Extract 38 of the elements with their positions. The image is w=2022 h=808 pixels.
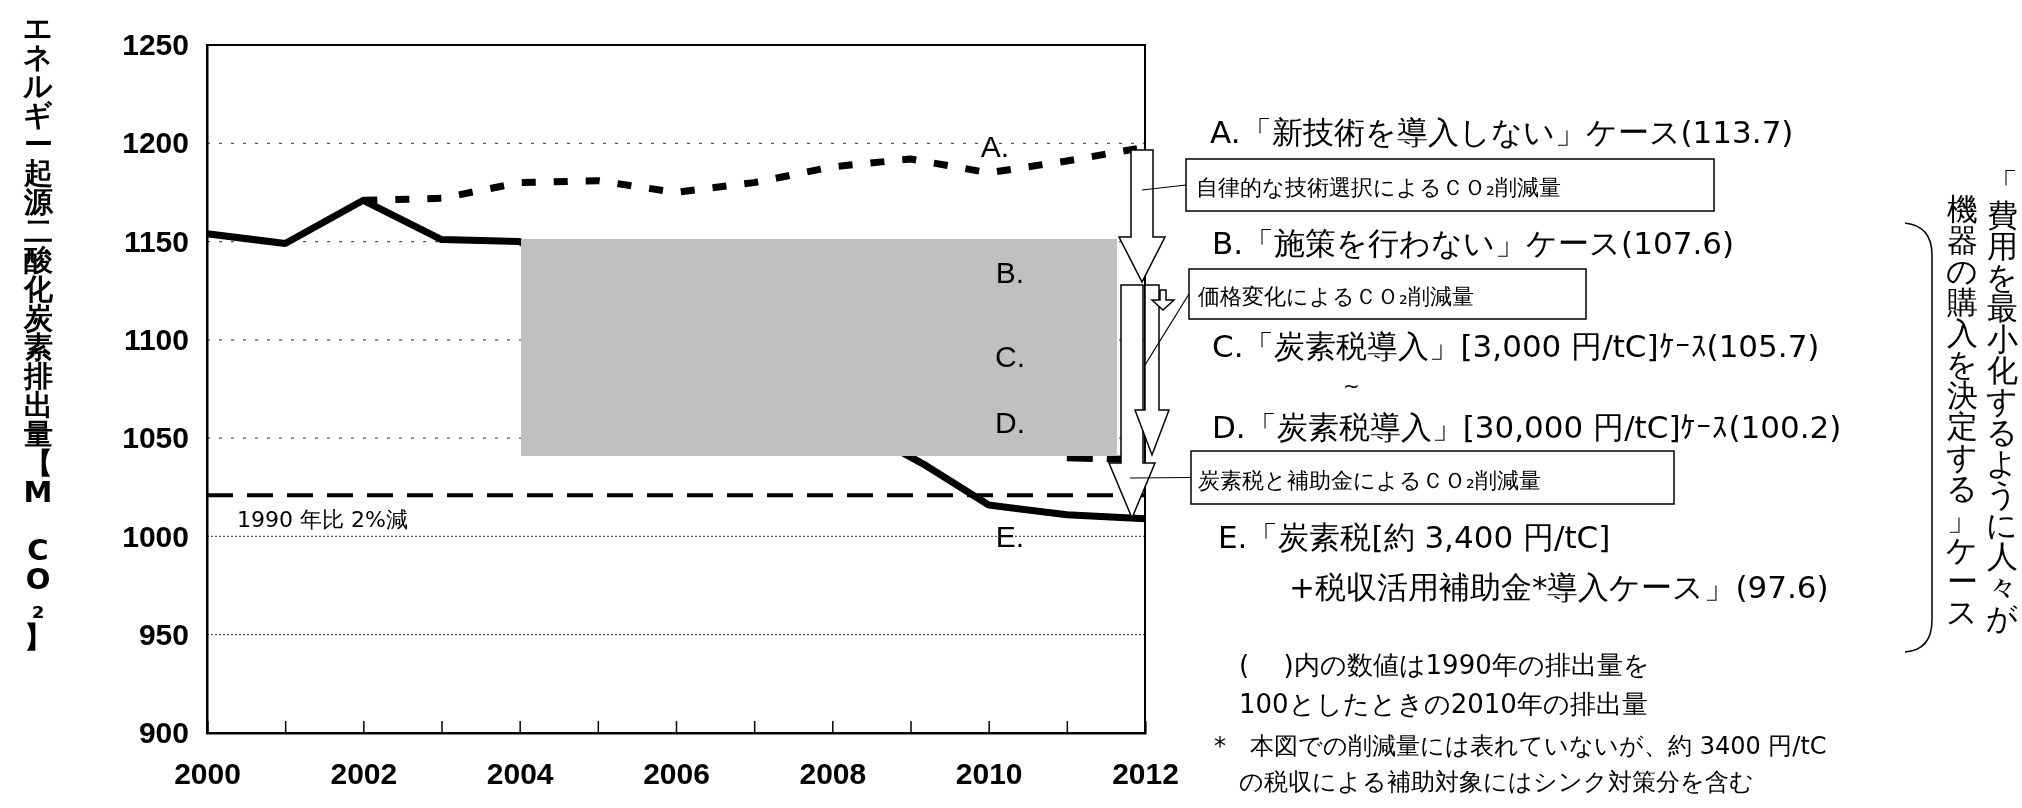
x-tick-label: 2000 <box>174 757 241 791</box>
text: +税収活用補助金*導入ケース」(97.6) <box>1289 569 1829 605</box>
annotation: A. <box>980 130 1010 163</box>
text: ( )内の数値は1990年の排出量を <box>1239 650 1650 680</box>
x-tick-label: 2012 <box>1112 757 1179 791</box>
text: 機器の購入を決定する」ケース <box>1946 191 1978 630</box>
text: ~ <box>1343 374 1360 398</box>
annotation: C. <box>995 340 1025 373</box>
y-tick-label: 1100 <box>123 322 189 356</box>
x-tick-label: 2006 <box>643 757 710 791</box>
y-tick-label: 1200 <box>122 126 189 160</box>
y-tick-label: 900 <box>138 716 189 750</box>
ref-line-label: 1990 年比 2%減 <box>237 507 408 533</box>
text: 自律的な技術選択によるＣＯ₂削減量 <box>1196 175 1561 200</box>
text: C.「炭素税導入」[3,000 円/tC]ｹｰｽ(105.7) <box>1212 328 1820 364</box>
annotation: B. <box>995 256 1025 289</box>
text: D.「炭素税導入」[30,000 円/tC]ｹｰｽ(100.2) <box>1212 409 1842 445</box>
text: 100としたときの2010年の排出量 <box>1239 689 1648 719</box>
y-tick-label: 1150 <box>123 224 189 258</box>
text: B.「施策を行わない」ケース(107.6) <box>1212 225 1735 261</box>
text: エネルギー起源二酸化炭素排出量【M CO₂】 <box>23 11 53 654</box>
x-tick-label: 2010 <box>955 757 1023 791</box>
text: 炭素税と補助金によるＣＯ₂削減量 <box>1198 468 1541 493</box>
text: * 本図での削減量には表れていないが、約 3400 円/tC <box>1214 732 1827 760</box>
x-tick-label: 2002 <box>330 757 398 791</box>
annotation: D. <box>995 406 1025 439</box>
text: E.「炭素税[約 3,400 円/tC] <box>1218 519 1611 555</box>
text: の税収による補助対象にはシンク対策分を含む <box>1239 768 1754 796</box>
text: 「費用を最小化するように人々が <box>1986 166 2018 636</box>
y-tick-label: 1250 <box>122 28 189 62</box>
annotation: E. <box>995 520 1025 553</box>
y-tick-label: 1050 <box>122 421 189 455</box>
y-tick-label: 1000 <box>122 519 189 553</box>
text: A.「新技術を導入しない」ケース(113.7) <box>1210 114 1794 150</box>
x-tick-label: 2008 <box>799 757 867 791</box>
x-tick-label: 2004 <box>486 757 554 791</box>
text: 価格変化によるＣＯ₂削減量 <box>1198 284 1474 309</box>
y-tick-label: 950 <box>138 617 189 651</box>
